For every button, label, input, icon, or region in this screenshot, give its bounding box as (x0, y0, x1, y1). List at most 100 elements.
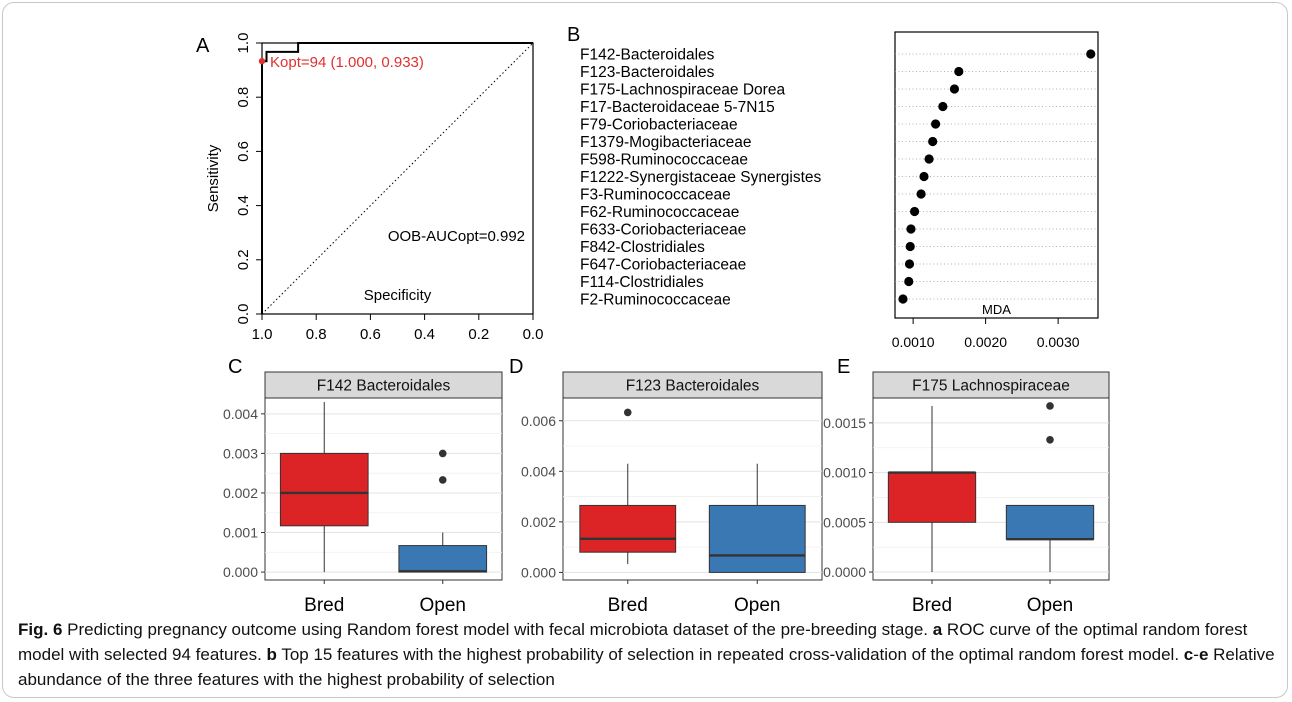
mda-feature-label: F647-Coriobacteriaceae (580, 257, 746, 274)
mda-x-axis-label: MDA (982, 302, 1011, 317)
panel-letter-e: E (837, 356, 850, 378)
mda-point (898, 294, 908, 304)
figure-caption: Fig. 6 Predicting pregnancy outcome usin… (18, 617, 1280, 692)
mda-feature-label: F123-Bacteroidales (580, 64, 715, 81)
caption-c-label: c (1183, 645, 1194, 664)
roc-y-tick-label: 0.2 (235, 249, 252, 270)
boxplot-strip-header (562, 371, 823, 399)
caption-a-label: a (932, 620, 943, 639)
boxplot-box-bred (279, 452, 369, 527)
mda-point (919, 171, 929, 182)
mda-x-tick-label: 0.0030 (1037, 334, 1080, 350)
caption-ce-dash: - (1193, 645, 1199, 664)
roc-x-tick-label: 0.4 (414, 326, 435, 343)
mda-point (924, 154, 934, 164)
mda-feature-label: F2-Ruminococcaceae (580, 292, 731, 309)
boxplot-y-tick-label: 0.002 (223, 485, 258, 501)
mda-point (906, 224, 916, 234)
mda-feature-label: F175-Lachnospiraceae Dorea (580, 82, 785, 99)
boxplot-y-tick-label: 0.0005 (823, 514, 866, 530)
mda-point (938, 101, 948, 112)
boxplot-y-tick-label: 0.006 (521, 413, 556, 429)
mda-point (905, 241, 915, 252)
boxplot-y-tick-label: 0.001 (223, 525, 258, 541)
mda-feature-label: F1379-Mogibacteriaceae (580, 134, 751, 151)
boxplot-box-open (398, 545, 488, 573)
boxplot-strip-header (264, 371, 503, 399)
boxplot-strip-title: F175 Lachnospiraceae (912, 378, 1070, 395)
panel-letter-a: A (196, 35, 210, 57)
boxplot-x-category-label: Bred (912, 595, 952, 615)
boxplot-y-tick-label: 0.0015 (823, 415, 866, 431)
mda-feature-label: F598-Ruminococcaceae (580, 152, 748, 169)
caption-a-text: ROC curve of the optimal random forest m… (18, 620, 1248, 664)
roc-optimal-point-label: Kopt=94 (1.000, 0.933) (270, 54, 424, 71)
roc-y-tick-label: 0.4 (235, 195, 252, 216)
boxplot-y-tick-label: 0.0010 (823, 465, 866, 481)
boxplot-y-tick-label: 0.0000 (823, 564, 866, 580)
roc-x-tick-label: 1.0 (252, 326, 273, 343)
mda-point (909, 206, 920, 217)
mda-feature-label: F1222-Synergistaceae Synergistes (580, 169, 821, 186)
mda-x-tick-label: 0.0020 (964, 334, 1007, 350)
mda-point (949, 84, 960, 94)
boxplot-outlier-point (438, 449, 447, 458)
mda-point (904, 259, 915, 269)
boxplot-box-bred (887, 472, 977, 523)
roc-x-tick-label: 0.2 (468, 326, 489, 343)
roc-x-axis-label: Specificity (364, 287, 432, 304)
figure-canvas: Kopt=94 (1.000, 0.933) OOB-AUCopt=0.992 1.… (196, 24, 1110, 615)
mda-x-tick-label: 0.0010 (892, 334, 935, 350)
boxplot-y-tick-label: 0.004 (521, 463, 556, 479)
panel-c-boxplot: F142 Bacteroidales 0.000 0.001 0.002 0.003 0.… (223, 371, 503, 615)
boxplot-outlier-point (1046, 435, 1054, 444)
panel-letter-c: C (228, 356, 242, 378)
mda-feature-label: F842-Clostridiales (580, 239, 705, 256)
boxplot-y-tick-label: 0.004 (223, 406, 258, 422)
boxplot-x-category-label: Open (1027, 595, 1073, 615)
mda-point (931, 119, 941, 129)
caption-b-label: b (266, 645, 277, 664)
panel-b-mda-dotplot: F142-BacteroidalesF123-BacteroidalesF175… (580, 31, 1099, 350)
panel-letter-d: D (509, 356, 523, 378)
mda-point (1086, 49, 1096, 59)
panel-e-boxplot: F175 Lachnospiraceae 0.0000 0.0005 0.0010 0.… (823, 371, 1110, 615)
boxplot-strip-header (872, 371, 1110, 399)
boxplot-x-category-label: Bred (608, 595, 648, 615)
roc-diagonal-line (261, 42, 534, 315)
boxplot-x-category-label: Open (420, 595, 466, 615)
boxplot-box-open (1005, 504, 1095, 540)
roc-y-tick-label: 0.6 (235, 141, 252, 162)
mda-feature-label: F62-Ruminococcaceae (580, 204, 739, 221)
boxplot-strip-title: F123 Bacteroidales (626, 378, 760, 395)
boxplot-outlier-point (623, 408, 632, 417)
caption-fig-label: Fig. 6 (18, 620, 63, 639)
mda-point (916, 189, 926, 199)
mda-point (928, 136, 938, 147)
boxplot-x-category-label: Bred (304, 595, 344, 615)
roc-y-tick-label: 1.0 (235, 33, 252, 54)
boxplot-y-tick-label: 0.002 (521, 514, 556, 530)
boxplot-box-open (708, 504, 806, 573)
boxplot-strip-title: F142 Bacteroidales (317, 378, 451, 395)
mda-point (904, 276, 914, 287)
roc-x-tick-label: 0.8 (306, 326, 327, 343)
mda-feature-label: F633-Coriobacteriaceae (580, 222, 746, 239)
roc-y-tick-label: 0.8 (235, 87, 252, 108)
panel-d-boxplot: F123 Bacteroidales 0.000 0.002 0.004 0.006 Br… (521, 371, 823, 615)
mda-feature-label: F79-Coriobacteriaceae (580, 117, 738, 134)
mda-point (954, 66, 964, 77)
roc-y-axis-label: Sensitivity (205, 144, 222, 212)
boxplot-box-bred (579, 504, 677, 553)
boxplot-y-tick-label: 0.003 (223, 445, 258, 461)
mda-feature-label: F142-Bacteroidales (580, 47, 715, 64)
caption-intro: Predicting pregnancy outcome using Rando… (62, 620, 933, 639)
boxplot-outlier-point (1046, 402, 1054, 410)
roc-auc-annotation: OOB-AUCopt=0.992 (388, 228, 525, 245)
roc-y-tick-label: 0.0 (235, 304, 252, 325)
mda-feature-label: F17-Bacteroidaceae 5-7N15 (580, 99, 775, 116)
roc-optimal-point (258, 57, 266, 65)
panel-a-roc-chart: Kopt=94 (1.000, 0.933) OOB-AUCopt=0.992 1.… (205, 33, 543, 343)
boxplot-outlier-point (438, 476, 447, 484)
